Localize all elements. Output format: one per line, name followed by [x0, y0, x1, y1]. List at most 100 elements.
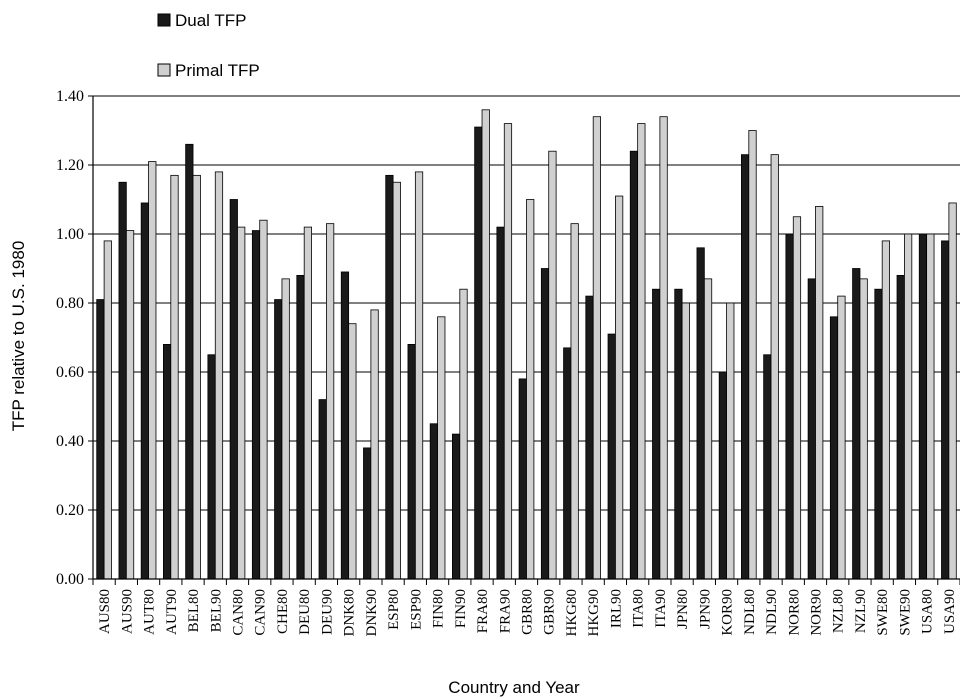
legend-item-primal-tfp: Primal TFP	[157, 61, 260, 80]
x-tick-label: BEL80	[186, 589, 202, 632]
bar-primal-tfp-jpn80	[681, 302, 690, 580]
bars	[96, 109, 957, 580]
x-tick-label: USA90	[942, 589, 958, 634]
bar-dual-tfp-bel90	[207, 354, 216, 580]
bar-primal-tfp-ndl90	[770, 154, 779, 580]
x-tick-label: IRL90	[608, 589, 624, 628]
bar-primal-tfp-ndl80	[748, 130, 757, 580]
bar-dual-tfp-nor90	[807, 278, 816, 580]
bar-dual-tfp-gbr90	[540, 268, 550, 580]
bar-primal-tfp-bel80	[192, 174, 201, 580]
bar-dual-tfp-hkg80	[563, 347, 572, 580]
y-axis: 0.00 0.20 0.40 0.60 0.80 1.00 1.20 1.40	[56, 88, 94, 588]
x-tick-label: HKG90	[586, 589, 602, 637]
x-tick-label: DEU80	[297, 589, 313, 635]
x-tick-label: NZL90	[853, 589, 869, 633]
bar-primal-tfp-fin90	[459, 288, 468, 580]
x-tick-label: NOR80	[786, 589, 802, 636]
bar-primal-tfp-jpn90	[703, 278, 713, 580]
bar-primal-tfp-aus80	[103, 240, 112, 580]
bar-dual-tfp-gbr80	[518, 378, 527, 580]
x-tick-label: DNK90	[364, 589, 380, 637]
bar-dual-tfp-jpn90	[696, 247, 705, 580]
bar-primal-tfp-esp80	[392, 181, 401, 580]
bar-dual-tfp-deu80	[296, 274, 305, 580]
bar-dual-tfp-swe90	[896, 274, 905, 580]
bar-primal-tfp-aut90	[170, 174, 179, 580]
bar-dual-tfp-fra90	[496, 226, 505, 580]
x-tick-label: ITA80	[631, 589, 647, 628]
x-tick-label: NOR90	[809, 589, 825, 636]
bar-dual-tfp-fra80	[474, 126, 483, 580]
y-axis-title: TFP relative to U.S. 1980	[9, 241, 28, 432]
bar-dual-tfp-aus80	[96, 299, 105, 580]
x-tick-label: DNK80	[342, 589, 358, 637]
x-tick-label: GBR80	[520, 589, 536, 635]
x-tick-label: GBR90	[542, 589, 558, 635]
bar-primal-tfp-can90	[259, 219, 268, 580]
bar-dual-tfp-can90	[251, 230, 261, 580]
bar-primal-tfp-hkg90	[592, 116, 601, 580]
x-tick-label: FRA90	[497, 589, 513, 633]
bar-primal-tfp-esp90	[414, 171, 424, 580]
bar-primal-tfp-hkg80	[570, 223, 579, 580]
x-tick-label: FIN80	[431, 589, 447, 628]
bar-dual-tfp-ita80	[629, 150, 639, 580]
x-tick-label: FIN90	[453, 589, 469, 628]
bar-primal-tfp-nzl80	[837, 295, 846, 580]
y-tick-label: 0.80	[56, 295, 84, 312]
bar-primal-tfp-ita90	[659, 116, 668, 580]
bar-dual-tfp-swe80	[874, 288, 883, 580]
y-tick-label: 1.00	[56, 226, 84, 243]
bar-primal-tfp-deu80	[303, 226, 312, 580]
bar-dual-tfp-dnk80	[340, 271, 350, 580]
bar-primal-tfp-can80	[237, 226, 246, 580]
x-tick-label: NDL90	[764, 589, 780, 635]
bar-primal-tfp-irl90	[615, 195, 624, 580]
x-tick-label: AUS80	[97, 589, 113, 634]
x-tick-label: KOR90	[720, 589, 736, 636]
y-tick-label: 0.20	[56, 502, 84, 519]
bar-dual-tfp-deu90	[318, 399, 327, 580]
bar-dual-tfp-nzl80	[829, 316, 839, 580]
bar-dual-tfp-ndl90	[763, 354, 772, 580]
bar-dual-tfp-esp80	[385, 174, 394, 580]
bar-dual-tfp-esp90	[407, 343, 416, 580]
y-tick-label: 1.20	[56, 157, 84, 174]
bar-primal-tfp-fin80	[437, 316, 446, 580]
x-tick-label: CAN80	[231, 589, 247, 636]
x-tick-label: AUT90	[164, 589, 180, 635]
bar-dual-tfp-irl90	[607, 333, 616, 580]
bar-primal-tfp-aut80	[148, 161, 157, 580]
x-tick-label: ESP90	[408, 589, 424, 630]
legend-label-dual-tfp: Dual TFP	[175, 11, 247, 30]
bar-primal-tfp-usa80	[926, 233, 935, 580]
legend-swatch-dual-tfp	[157, 13, 171, 27]
x-tick-label: HKG80	[564, 589, 580, 637]
bar-primal-tfp-aus90	[125, 230, 135, 580]
x-tick-label: SWE80	[875, 589, 891, 636]
bar-dual-tfp-che80	[274, 299, 283, 580]
bar-primal-tfp-kor90	[726, 302, 735, 580]
x-tick-label: NDL80	[742, 589, 758, 635]
bar-dual-tfp-aus90	[118, 181, 127, 580]
legend-label-primal-tfp: Primal TFP	[175, 61, 260, 80]
bar-primal-tfp-fra90	[503, 123, 513, 580]
bar-dual-tfp-fin90	[452, 433, 461, 580]
y-tick-label: 0.00	[56, 571, 84, 588]
bar-dual-tfp-hkg90	[585, 295, 594, 580]
x-tick-label: ITA90	[653, 589, 669, 628]
x-tick-label: CHE80	[275, 589, 291, 634]
bar-primal-tfp-nor90	[815, 205, 824, 580]
x-tick-label: SWE90	[897, 589, 913, 636]
bar-primal-tfp-nzl90	[859, 278, 868, 580]
bar-primal-tfp-che80	[281, 278, 290, 580]
x-tick-label: CAN90	[253, 589, 269, 636]
bar-dual-tfp-nor80	[785, 233, 794, 580]
x-tick-label: DEU90	[319, 589, 335, 635]
bar-primal-tfp-dnk80	[348, 323, 357, 580]
bar-dual-tfp-nzl90	[852, 268, 861, 580]
x-tick-label: NZL80	[831, 589, 847, 633]
x-tick-label: USA80	[920, 589, 936, 634]
bar-dual-tfp-dnk90	[363, 447, 372, 580]
